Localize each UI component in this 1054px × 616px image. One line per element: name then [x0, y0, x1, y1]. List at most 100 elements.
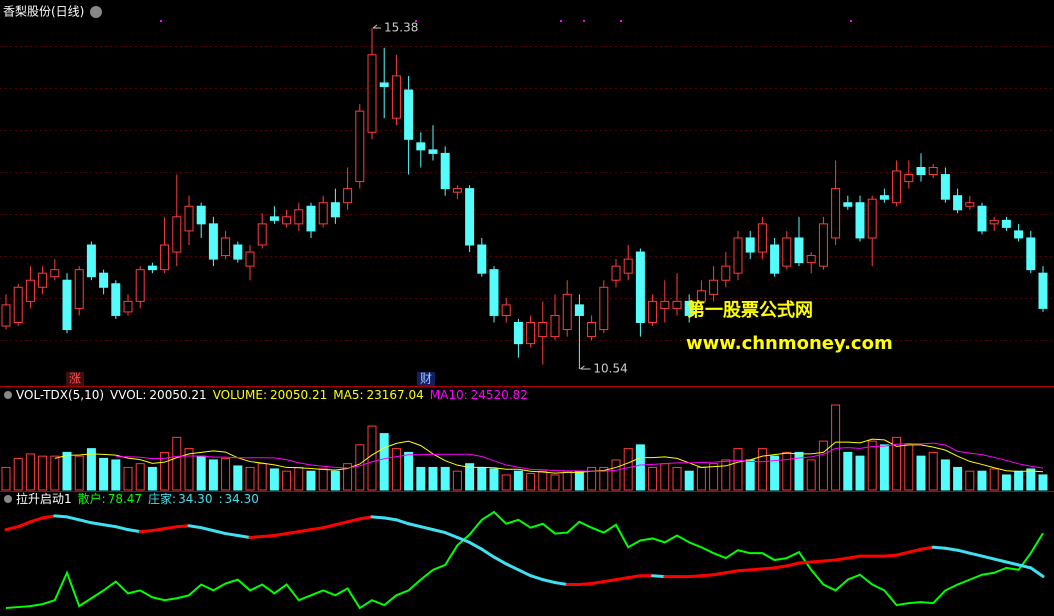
line-segment [138, 529, 154, 534]
line-segment [272, 532, 289, 538]
volume-bar [684, 470, 694, 491]
candle-body [330, 202, 340, 218]
volume-bar [269, 468, 279, 491]
volume-bar [172, 436, 182, 491]
line-segment [785, 561, 801, 568]
line-segment [882, 553, 899, 558]
volume-bar [574, 470, 584, 491]
volume-bar [818, 440, 828, 491]
line-segment [956, 548, 972, 555]
candle-body [831, 188, 841, 239]
candle-body [489, 269, 499, 316]
volume-bar [660, 463, 670, 491]
line-segment [480, 547, 496, 559]
candle-body [660, 300, 670, 309]
line-segment [1029, 566, 1045, 578]
volume-bar [208, 459, 218, 491]
line-segment [736, 568, 752, 573]
line-segment [77, 518, 93, 525]
volume-bar [770, 455, 780, 491]
candle-body [391, 75, 401, 119]
volume-bar [513, 470, 523, 491]
volume-bar [953, 466, 963, 491]
candle-body [269, 216, 279, 221]
volume-bar [184, 448, 194, 491]
legend-value: 20050.21 [270, 388, 327, 402]
candle-body [818, 223, 828, 267]
annotation-pointer [580, 365, 591, 370]
volume-bar [1, 466, 11, 491]
line-segment [126, 528, 142, 534]
candle-body [623, 258, 633, 274]
volume-bar [318, 468, 328, 491]
candle-body [904, 174, 914, 183]
line-segment [199, 526, 215, 533]
candle-body [648, 300, 658, 324]
candle-body [99, 272, 109, 288]
chart-title: 香梨股份(日线) [3, 5, 84, 19]
line-segment [28, 516, 45, 524]
line-segment [248, 535, 264, 539]
candle-body [635, 251, 645, 323]
indicator-name: 拉升启动1 [16, 491, 72, 506]
candle-body [843, 202, 853, 207]
line-segment [150, 527, 167, 533]
candle-body [587, 322, 597, 338]
volume-bar [989, 468, 999, 491]
candle-body [574, 304, 584, 316]
candle-body [294, 209, 304, 225]
candle-body [379, 82, 389, 87]
settings-icon[interactable] [90, 6, 102, 18]
signal-dot [620, 20, 622, 22]
candle-body [38, 272, 48, 288]
moving-average-line [54, 438, 1044, 474]
line-segment [358, 515, 374, 521]
watermark: 第一股票公式网 [687, 299, 813, 321]
legend-label: MA10: [430, 388, 468, 402]
marker-bg [66, 372, 84, 386]
volume-bar [111, 459, 121, 491]
line-segment [846, 554, 862, 560]
volume-bar [648, 466, 658, 491]
volume-bar [867, 440, 877, 491]
line-segment [407, 522, 423, 529]
legend-value: 20050.21 [149, 388, 206, 402]
line-segment [102, 523, 118, 529]
legend-value: 34.30 [178, 492, 212, 506]
volume-bar [562, 470, 572, 491]
low-annotation: 10.54 [593, 362, 627, 376]
candle-body [62, 279, 72, 331]
volume-bar [367, 425, 377, 491]
line-segment [1004, 560, 1021, 567]
candle-body [172, 216, 182, 253]
line-segment [211, 529, 228, 536]
line-segment [89, 521, 106, 527]
volume-bar [550, 474, 560, 491]
line-segment [260, 534, 276, 538]
volume-bar [916, 455, 926, 491]
candle-body [343, 188, 353, 204]
volume-bar [343, 463, 353, 491]
line-segment [419, 525, 435, 532]
candle-body [599, 286, 609, 331]
volume-bar [696, 466, 706, 491]
candle-body [733, 237, 743, 274]
volume-bar [489, 468, 499, 491]
line-segment [980, 554, 996, 561]
volume-bar [611, 459, 621, 491]
volume-bar [391, 448, 401, 491]
line-segment [4, 525, 20, 532]
volume-bar [50, 455, 60, 491]
candle-body [965, 202, 975, 207]
line-segment [187, 524, 203, 530]
volume-bar [635, 444, 645, 491]
candle-body [160, 244, 170, 271]
settings-icon[interactable] [4, 391, 12, 399]
legend-label: MA5: [333, 388, 363, 402]
volume-bar [794, 451, 804, 491]
legend-label: VOLUME: [213, 388, 267, 402]
settings-icon[interactable] [4, 495, 12, 503]
candle-body [404, 89, 414, 140]
volume-bar [86, 448, 96, 491]
candle-body [526, 322, 536, 345]
